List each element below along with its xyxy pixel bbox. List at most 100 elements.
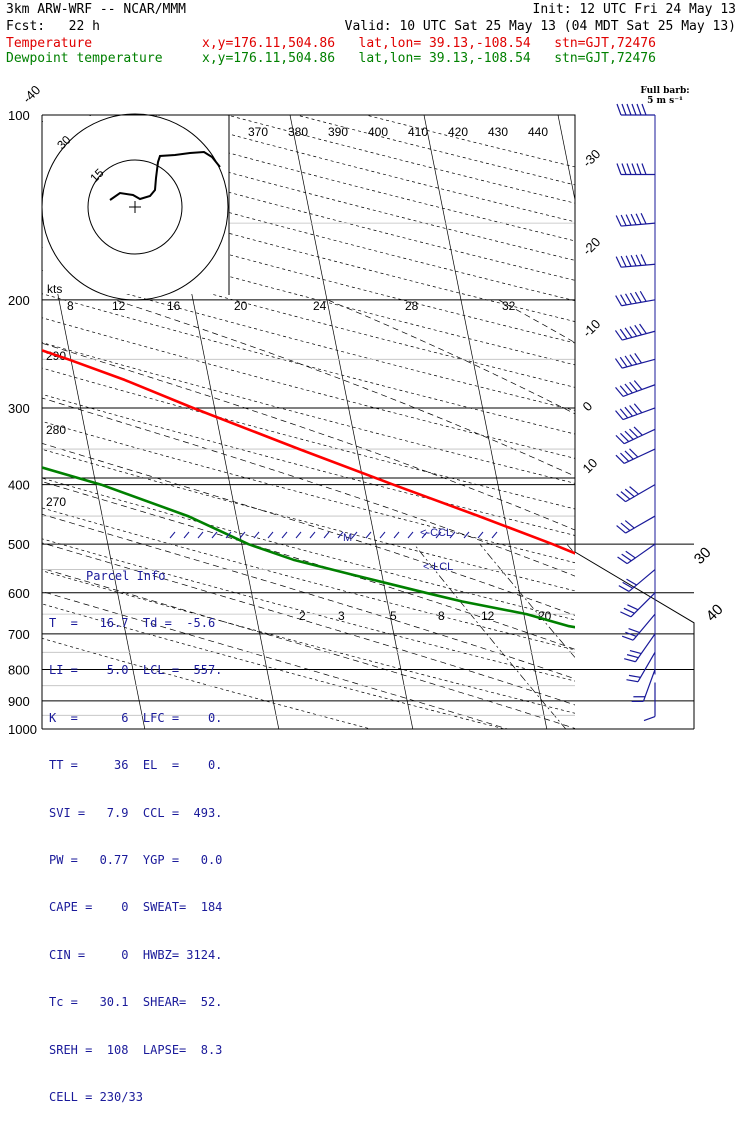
parcel-row: PW = 0.77 YGP = 0.0: [44, 853, 234, 869]
wind-barb: [619, 570, 655, 592]
wind-barb: [632, 669, 655, 701]
wind-barb-flag: [616, 411, 624, 420]
wind-barb-flag: [644, 717, 655, 721]
pressure-tick-label: 500: [8, 537, 30, 552]
theta-label: 270: [46, 495, 66, 509]
wind-barb-flag: [630, 651, 641, 654]
wind-barb-flag: [626, 680, 638, 682]
wind-barb-flag: [635, 325, 642, 335]
wind-barb: [616, 213, 655, 226]
parcel-info-title: Parcel Info: [44, 569, 234, 585]
wind-barb-flag: [616, 257, 621, 268]
parcel-row: CELL = 230/33: [44, 1090, 234, 1106]
mixing-tick-mark: [254, 532, 259, 538]
wind-barb-flag: [620, 329, 627, 339]
wind-barb-flag: [631, 214, 636, 225]
hodograph-unit-label: kts: [47, 282, 62, 296]
theta-label: 410: [408, 125, 428, 139]
mixing-tick-mark: [394, 532, 399, 538]
wind-barb-flag: [632, 164, 636, 175]
mixing-ratio-label: 12: [481, 609, 495, 623]
wind-barb-flag: [626, 579, 636, 585]
isotherm-label: 40: [703, 601, 727, 625]
wind-barb-flag: [625, 356, 632, 366]
mixing-ratio-line: [567, 544, 740, 740]
wind-barb-flag: [640, 291, 646, 301]
mixing-ratio-label: 2: [299, 609, 306, 623]
wind-barb-flag: [625, 451, 633, 459]
wind-barb: [616, 254, 655, 267]
pressure-tick-label: 400: [8, 478, 30, 493]
parcel-row: Tc = 30.1 SHEAR= 52.: [44, 995, 234, 1011]
wind-barb-flag: [629, 675, 641, 677]
mixing-tick-mark: [492, 532, 497, 538]
wind-barb-flag: [616, 387, 624, 396]
m-annotation: M: [343, 532, 352, 544]
wind-barb-flag: [626, 256, 631, 267]
parcel-row: SVI = 7.9 CCL = 493.: [44, 806, 234, 822]
mixing-tick-mark: [352, 532, 357, 538]
wind-barb-flag: [630, 405, 638, 414]
wind-barb-flag: [630, 487, 639, 495]
mixing-ratio-line: [414, 544, 577, 740]
wind-barb-flag: [617, 164, 621, 175]
wind-barb-flag: [620, 612, 631, 617]
pressure-tick-label: 200: [8, 293, 30, 308]
isotherm-label: -40: [20, 82, 44, 106]
isotherm-label: 10: [580, 455, 601, 476]
wind-barb-flag: [621, 215, 626, 226]
theta-label: 380: [288, 125, 308, 139]
wind-barb-flag: [627, 655, 638, 658]
wind-barb-flag: [630, 327, 637, 337]
wind-barb-staff: [629, 570, 655, 592]
wind-barb-staff: [631, 593, 655, 617]
wind-barb: [616, 291, 655, 305]
wind-barb-flag: [636, 255, 641, 266]
isotherm: [692, 115, 740, 740]
isotherm: [424, 115, 549, 740]
theta-label: 400: [368, 125, 388, 139]
wind-barb-flag: [624, 659, 635, 662]
wind-barb-flag: [627, 104, 631, 115]
mixing-tick-mark: [240, 532, 245, 538]
wind-barb-flag: [617, 494, 626, 502]
wind-barb-flag: [626, 551, 636, 558]
mixing-ratio-label: 8: [67, 299, 74, 313]
wind-barb-flag: [620, 386, 628, 395]
wind-barb: [622, 614, 655, 640]
wind-barb-flag: [625, 384, 633, 393]
wind-barb-flag: [626, 294, 632, 304]
wind-barb-flag: [617, 526, 626, 534]
wind-barb: [616, 449, 655, 464]
wind-barb-flag: [619, 586, 629, 592]
wind-barb-flag: [617, 104, 621, 115]
mixing-tick-mark: [268, 532, 273, 538]
mixing-ratio-label: 20: [234, 299, 248, 313]
wind-barb-flag: [635, 353, 642, 363]
parcel-row: CIN = 0 HWBZ= 3124.: [44, 948, 234, 964]
wind-barb-flag: [630, 429, 638, 437]
mixing-tick-mark: [380, 532, 385, 538]
wind-barb-staff: [643, 669, 655, 701]
mixing-ratio-label: 16: [167, 299, 181, 313]
wind-barb: [615, 353, 655, 368]
wind-barb: [617, 516, 655, 533]
mixing-tick-mark: [324, 532, 329, 538]
wind-barb-flag: [630, 355, 637, 365]
wind-barb: [618, 544, 655, 564]
mixing-ratio-line: [727, 544, 740, 740]
wind-barb-flag: [622, 164, 626, 175]
theta-label: 430: [488, 125, 508, 139]
wind-barb-flag: [616, 296, 622, 306]
wind-barb-flag: [641, 254, 646, 265]
wind-barb-flag: [620, 357, 627, 367]
parcel-row: TT = 36 EL = 0.: [44, 758, 234, 774]
isotherm-label: -30: [580, 146, 604, 170]
theta-label: 440: [528, 125, 548, 139]
wind-barb-flag: [634, 404, 642, 413]
wind-barb-flag: [642, 164, 646, 175]
parcel-row: CAPE = 0 SWEAT= 184: [44, 900, 234, 916]
wind-barb: [617, 485, 655, 502]
wind-barb-flag: [616, 435, 624, 443]
isotherm-label: 0: [580, 398, 596, 414]
